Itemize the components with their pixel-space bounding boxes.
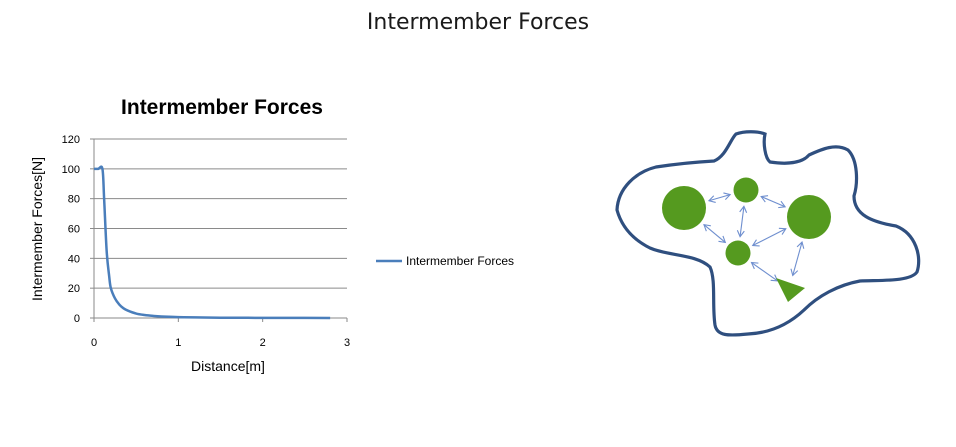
y-axis-label: Intermember Forces[N] [29, 157, 45, 301]
arrowhead-icon [718, 235, 727, 244]
y-tick-label: 60 [68, 224, 80, 236]
force-arrow-line [703, 224, 726, 243]
arrowhead-icon [723, 192, 732, 201]
force-arrows [703, 192, 805, 282]
member-small-circle [733, 177, 759, 203]
x-axis-label: Distance[m] [191, 358, 265, 374]
arrowhead-icon [751, 239, 760, 247]
x-tick-label: 1 [175, 337, 181, 349]
force-arrow-line [708, 194, 731, 202]
member-triangle [776, 278, 805, 302]
line-chart: Intermember Forces 0 20 40 60 80 100 120 0 1 2 3 D… [29, 96, 514, 374]
member-small-circle [725, 240, 751, 266]
gridlines [94, 138, 347, 289]
force-arrow-line [760, 195, 786, 208]
tick-labels: 0 20 40 60 80 100 120 0 1 2 3 [62, 134, 350, 349]
x-tick-label: 2 [260, 337, 266, 349]
group-boundary-outline [615, 130, 921, 337]
page-title: Intermember Forces [366, 10, 590, 35]
arrowhead-icon [707, 195, 716, 203]
force-arrow-line [739, 206, 745, 237]
member-large-circle [662, 186, 706, 230]
series-line [93, 165, 331, 320]
arrowhead-icon [778, 227, 787, 235]
arrowhead-icon [778, 200, 787, 209]
arrowhead-icon [736, 230, 745, 238]
arrowhead-icon [790, 268, 799, 277]
arrowhead-icon [703, 223, 711, 232]
y-tick-label: 80 [68, 194, 80, 206]
force-arrow-line [752, 228, 787, 247]
arrowhead-icon [750, 261, 759, 270]
force-arrow-line [792, 241, 803, 276]
y-tick-label: 20 [68, 283, 80, 295]
arrowhead-icon [739, 205, 748, 213]
x-tick-label: 0 [91, 337, 97, 349]
legend-label: Intermember Forces [406, 254, 514, 268]
legend: Intermember Forces [376, 254, 514, 268]
arrowhead-icon [760, 195, 769, 203]
member-large-circle [787, 195, 831, 239]
force-arrow-line [751, 262, 778, 282]
arrowhead-icon [796, 240, 805, 249]
y-tick-label: 100 [62, 164, 80, 176]
y-tick-label: 120 [62, 134, 80, 146]
x-tick-label: 3 [344, 337, 350, 349]
series-lines [93, 165, 331, 320]
y-tick-label: 40 [68, 253, 80, 265]
axes [90, 138, 348, 322]
member-network-diagram [615, 130, 921, 337]
y-tick-label: 0 [74, 313, 80, 325]
chart-title: Intermember Forces [121, 96, 323, 119]
